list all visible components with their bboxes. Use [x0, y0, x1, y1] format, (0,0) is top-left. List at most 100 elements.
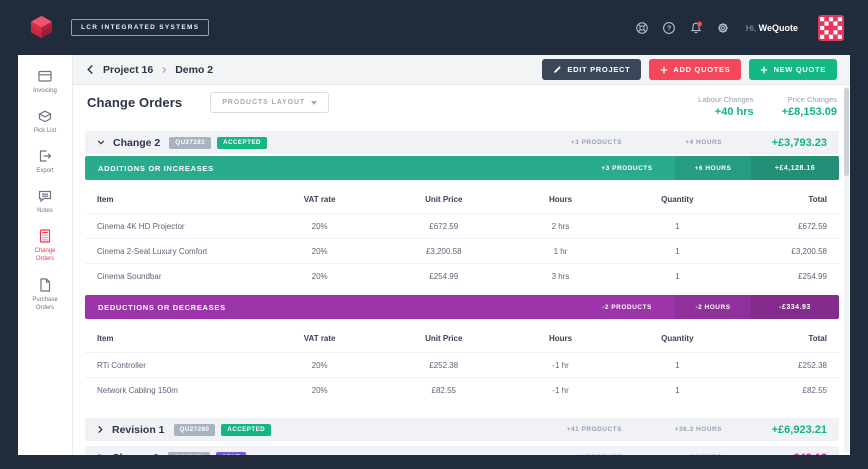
breadcrumb-project[interactable]: Project 16: [103, 63, 154, 76]
col-total: Total: [808, 195, 827, 204]
hours-count: +0 HOURS: [622, 454, 722, 455]
cell-hours: -1 hr: [552, 360, 569, 370]
export-icon: [39, 150, 52, 162]
col-quantity: Quantity: [661, 334, 694, 343]
cell-vat-rate: 20%: [311, 360, 328, 370]
edit-project-button[interactable]: EDIT PROJECT: [542, 59, 642, 80]
table-row[interactable]: Network Cabling 150m 20% £82.55 -1 hr 1 …: [85, 377, 839, 402]
sidebar-label: Export: [36, 168, 54, 175]
change-orders-icon: [39, 229, 51, 243]
sidebar-label: Pick List: [33, 128, 57, 135]
cell-total: £252.38: [798, 360, 827, 370]
plus-icon: [661, 66, 668, 73]
cell-item: Network Cabling 150m: [97, 385, 178, 395]
user-greeting: Hi, WeQuote: [746, 23, 798, 33]
sidebar-label: Notes: [37, 208, 53, 215]
col-vat-rate: VAT rate: [303, 195, 336, 204]
sidebar-item-change-orders[interactable]: Change Orders: [19, 228, 71, 263]
price-changes-value: +£8,153.09: [781, 106, 837, 118]
quote-ref-badge: QU27280: [173, 423, 216, 436]
new-quote-label: NEW QUOTE: [773, 65, 826, 74]
chevron-down-icon: [311, 100, 318, 105]
support-icon[interactable]: [635, 21, 649, 35]
add-quotes-button[interactable]: ADD QUOTES: [649, 59, 742, 80]
additions-banner-title: ADDITIONS OR INCREASES: [98, 163, 214, 173]
edit-project-label: EDIT PROJECT: [567, 65, 631, 74]
sidebar-item-notes[interactable]: Notes: [19, 188, 71, 215]
cell-unit-price: £82.55: [431, 385, 456, 395]
cell-hours: -1 hr: [552, 385, 569, 395]
sidebar-item-pick-list[interactable]: Pick List: [19, 108, 71, 135]
change-order-row-change-1[interactable]: Change 1 QU27279 SENT -1 PRODUCT +0 HOUR…: [85, 446, 839, 455]
settings-gear-icon[interactable]: [716, 21, 730, 35]
breadcrumb-separator-icon: [161, 66, 167, 74]
vertical-scrollbar[interactable]: [844, 86, 849, 453]
notes-icon: [38, 191, 52, 203]
table-header-row: Item VAT rate Unit Price Hours Quantity …: [85, 186, 839, 213]
quote-ref-badge: QU27279: [168, 451, 211, 455]
change-order-title: Revision 1: [112, 423, 165, 436]
cell-total: £82.55: [802, 385, 827, 395]
products-count: -2 PRODUCTS: [602, 303, 652, 311]
change-order-row-revision-1[interactable]: Revision 1 QU27280 ACCEPTED +41 PRODUCTS…: [85, 418, 839, 441]
hours-count: -2 HOURS: [675, 295, 751, 319]
page-title: Change Orders: [87, 95, 183, 110]
cell-quantity: 1: [675, 246, 680, 256]
header-actions: EDIT PROJECT ADD QUOTES NEW QUOTE: [542, 59, 837, 80]
products-count: +3 PRODUCTS: [601, 164, 653, 172]
cell-vat-rate: 20%: [311, 271, 328, 281]
cell-item: Cinema Soundbar: [97, 271, 162, 281]
hours-count: +6 HOURS: [675, 156, 751, 180]
additions-banner: ADDITIONS OR INCREASES +3 PRODUCTS +6 HO…: [85, 156, 839, 180]
sidebar-item-export[interactable]: Export: [19, 148, 71, 175]
sidebar-label: Invoicing: [33, 88, 57, 94]
cell-hours: 2 hrs: [551, 221, 570, 231]
table-row[interactable]: Cinema 2-Seat Luxury Comfort 20% £3,200.…: [85, 238, 839, 263]
change-order-row-change-2[interactable]: Change 2 QU27281 ACCEPTED +3 PRODUCTS +4…: [85, 131, 839, 154]
main-content: Project 16 Demo 2 EDIT PROJECT ADD QUOTE…: [73, 55, 850, 455]
scrollbar-thumb[interactable]: [844, 88, 849, 176]
col-hours: Hours: [548, 334, 573, 343]
cell-total: £672.59: [798, 221, 827, 231]
cell-item: Cinema 4K HD Projector: [97, 221, 185, 231]
company-logo-icon: [28, 14, 55, 41]
sidebar-item-invoicing[interactable]: Invoicing: [19, 68, 71, 95]
products-count: +3 PRODUCTS: [570, 139, 622, 146]
user-avatar[interactable]: [818, 14, 844, 41]
col-item: Item: [97, 195, 114, 204]
price-total: -£334.93: [751, 295, 839, 319]
sidebar-item-purchase-orders[interactable]: Purchase Orders: [19, 277, 71, 312]
col-unit-price: Unit Price: [425, 334, 463, 343]
products-layout-dropdown[interactable]: PRODUCTS LAYOUT: [210, 92, 330, 113]
col-quantity: Quantity: [661, 195, 694, 204]
notifications-bell-icon[interactable]: [689, 21, 703, 35]
cell-unit-price: £252.38: [429, 360, 459, 370]
deductions-banner-title: DEDUCTIONS OR DECREASES: [98, 302, 226, 312]
additions-banner-stats: +3 PRODUCTS +6 HOURS +£4,128.16: [579, 156, 839, 180]
table-header-row: Item VAT rate Unit Price Hours Quantity …: [85, 325, 839, 352]
table-row[interactable]: Cinema 4K HD Projector 20% £672.59 2 hrs…: [85, 213, 839, 238]
greeting-prefix: Hi,: [745, 22, 759, 33]
deductions-banner: DEDUCTIONS OR DECREASES -2 PRODUCTS -2 H…: [85, 295, 839, 319]
breadcrumb: Project 16 Demo 2: [86, 64, 213, 76]
sidebar-label: Purchase Orders: [32, 296, 58, 311]
additions-table: Item VAT rate Unit Price Hours Quantity …: [85, 186, 839, 288]
change-orders-panel: Change Orders PRODUCTS LAYOUT Labour Cha…: [73, 85, 850, 455]
table-row[interactable]: Cinema Soundbar 20% £254.99 3 hrs 1 £254…: [85, 263, 839, 288]
cell-hours: 3 hrs: [551, 271, 570, 281]
price-changes-stat: Price Changes +£8,153.09: [782, 95, 837, 118]
table-row[interactable]: RTi Controller 20% £252.38 -1 hr 1 £252.…: [85, 352, 839, 377]
cell-unit-price: £672.59: [429, 221, 459, 231]
products-layout-label: PRODUCTS LAYOUT: [222, 99, 306, 106]
new-quote-button[interactable]: NEW QUOTE: [749, 59, 837, 80]
price-total: +£4,128.16: [751, 156, 839, 180]
price-total: -£43.12: [722, 452, 827, 456]
col-total: Total: [808, 334, 827, 343]
topbar-right: ? Hi, WeQuote: [635, 14, 844, 41]
help-icon[interactable]: ?: [662, 21, 676, 35]
hours-count: +4 HOURS: [685, 139, 722, 146]
add-quotes-label: ADD QUOTES: [673, 65, 731, 74]
labour-changes-stat: Labour Changes +40 hrs: [698, 95, 753, 118]
back-chevron-icon[interactable]: [86, 64, 95, 75]
labour-changes-value: +40 hrs: [714, 106, 754, 118]
